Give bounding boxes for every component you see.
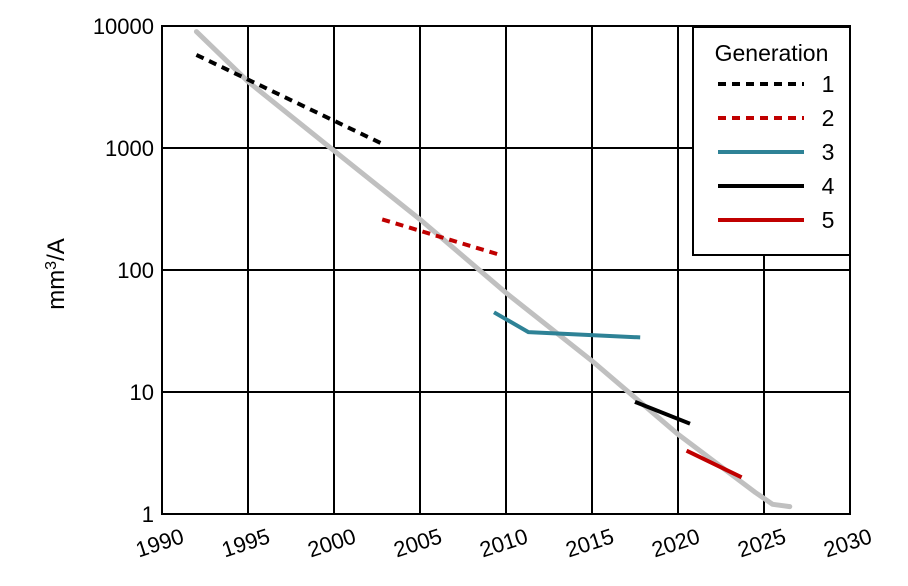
- x-tick-label: 2010: [477, 523, 531, 562]
- y-tick-label: 1: [142, 502, 154, 527]
- x-tick-label: 1990: [133, 523, 187, 562]
- x-tick-label: 2030: [821, 523, 875, 562]
- trend-line: [193, 29, 793, 510]
- legend-label-gen-1: 1: [822, 71, 835, 97]
- x-tick-label: 2015: [563, 523, 617, 562]
- series-line-gen-3: [493, 310, 641, 340]
- x-tick-label: 2025: [735, 523, 789, 562]
- x-tick-label: 2005: [391, 523, 445, 562]
- x-tick-label: 2020: [649, 523, 703, 562]
- y-tick-label: 1000: [105, 136, 154, 161]
- legend-title: Generation: [715, 40, 829, 66]
- series-line-gen-2: [381, 217, 498, 257]
- y-tick-label: 10000: [93, 14, 154, 39]
- legend: Generation 1 2 3 4 5: [692, 26, 851, 256]
- series-line-gen-4: [634, 400, 691, 426]
- plot-frame: [161, 25, 851, 515]
- legend-box: [692, 26, 851, 256]
- legend-label-gen-5: 5: [822, 207, 835, 233]
- legend-label-gen-2: 2: [822, 105, 835, 131]
- x-tick-label: 1995: [219, 523, 273, 562]
- series-line-gen-5: [685, 448, 743, 480]
- y-tick-label: 10: [130, 380, 154, 405]
- y-axis-label: mm3/A: [43, 238, 71, 310]
- legend-label-gen-4: 4: [822, 173, 835, 199]
- data-lines: [193, 29, 793, 510]
- series-line-gen-1: [195, 53, 387, 148]
- y-tick-label: 100: [117, 258, 154, 283]
- legend-label-gen-3: 3: [822, 139, 835, 165]
- x-tick-label: 2000: [305, 523, 359, 562]
